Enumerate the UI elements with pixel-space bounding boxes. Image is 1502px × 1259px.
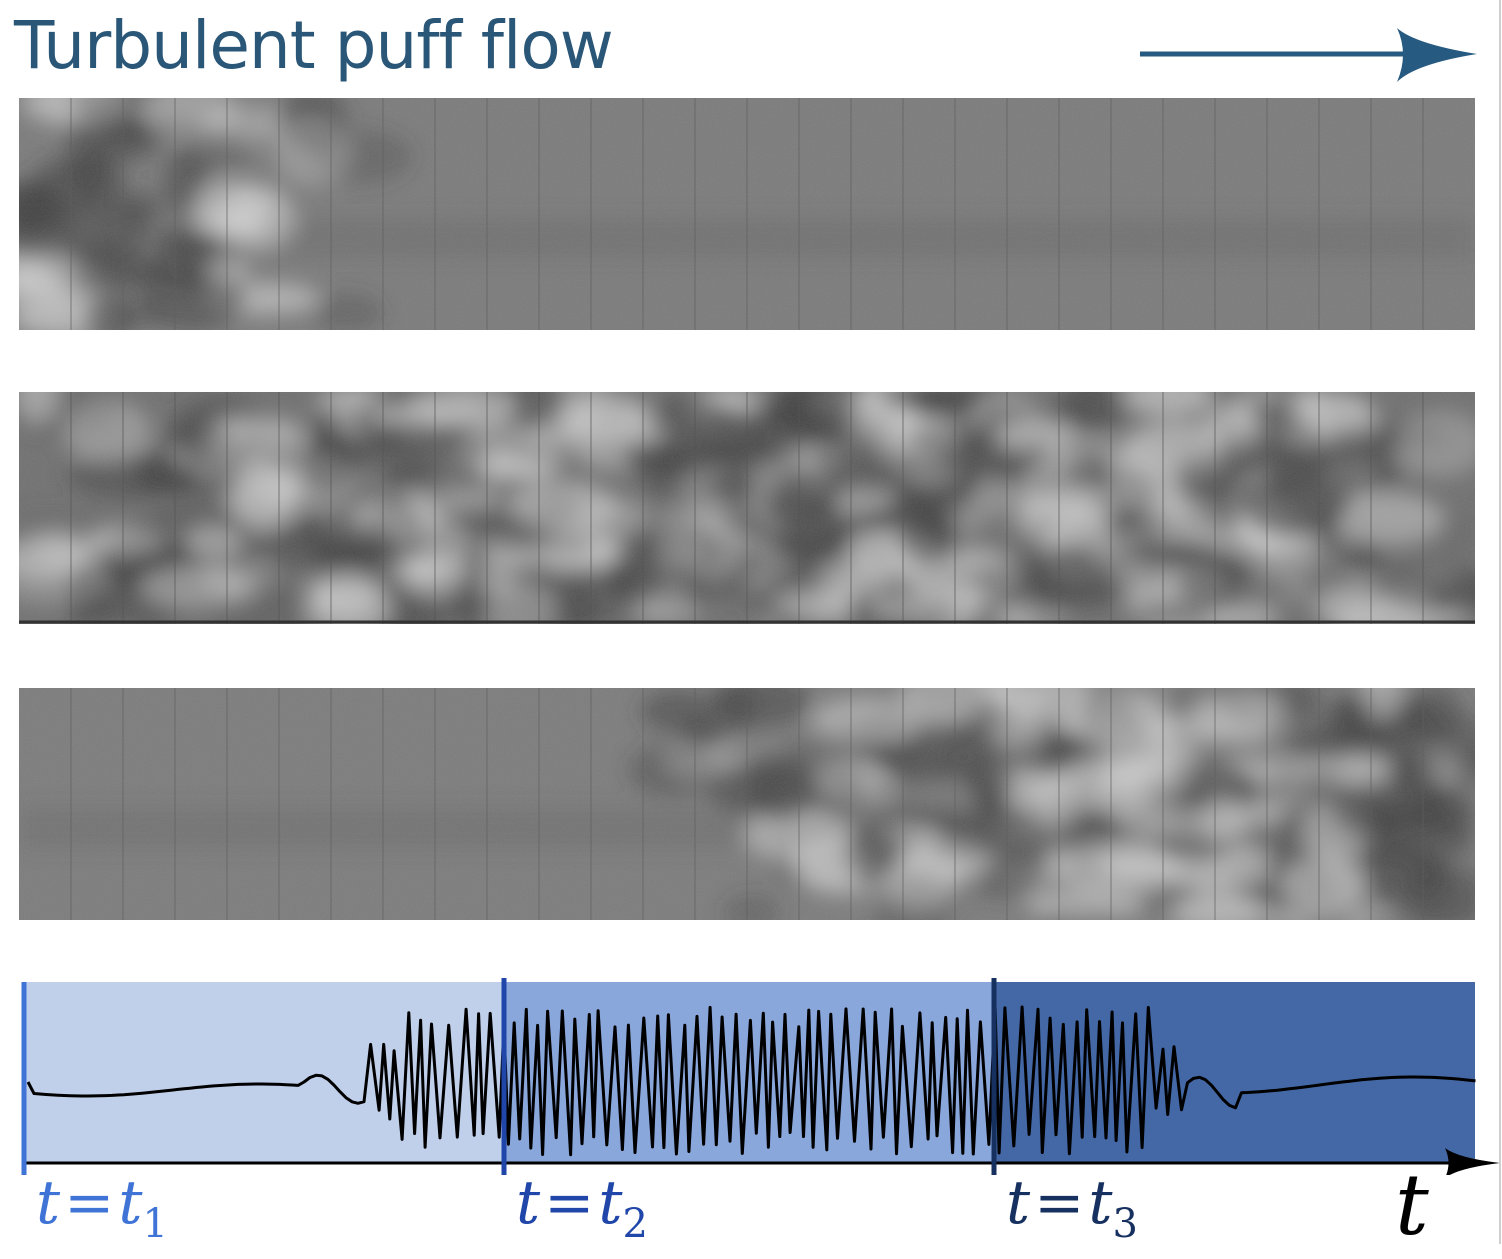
flow-visualization-laminar-to-decay — [19, 98, 1475, 330]
time-axis-label: t — [1395, 1156, 1429, 1254]
flow-visualization-puff-onset — [19, 688, 1475, 920]
time-label-t2: t=t2 — [516, 1168, 648, 1247]
flow-visualization-turbulent-puff — [19, 392, 1475, 624]
flow-direction-arrow-icon — [1140, 28, 1477, 82]
velocity-signal-timeline — [21, 978, 1500, 1175]
page-title: Turbulent puff flow — [14, 7, 614, 84]
time-label-t1: t=t1 — [36, 1168, 168, 1247]
time-label-t3: t=t3 — [1006, 1168, 1138, 1247]
page-border — [1499, 0, 1501, 1244]
phase-1-region — [24, 982, 504, 1164]
velocity-signal-trace — [26, 1005, 1476, 1157]
time-axis-arrow-icon — [1445, 1148, 1500, 1175]
